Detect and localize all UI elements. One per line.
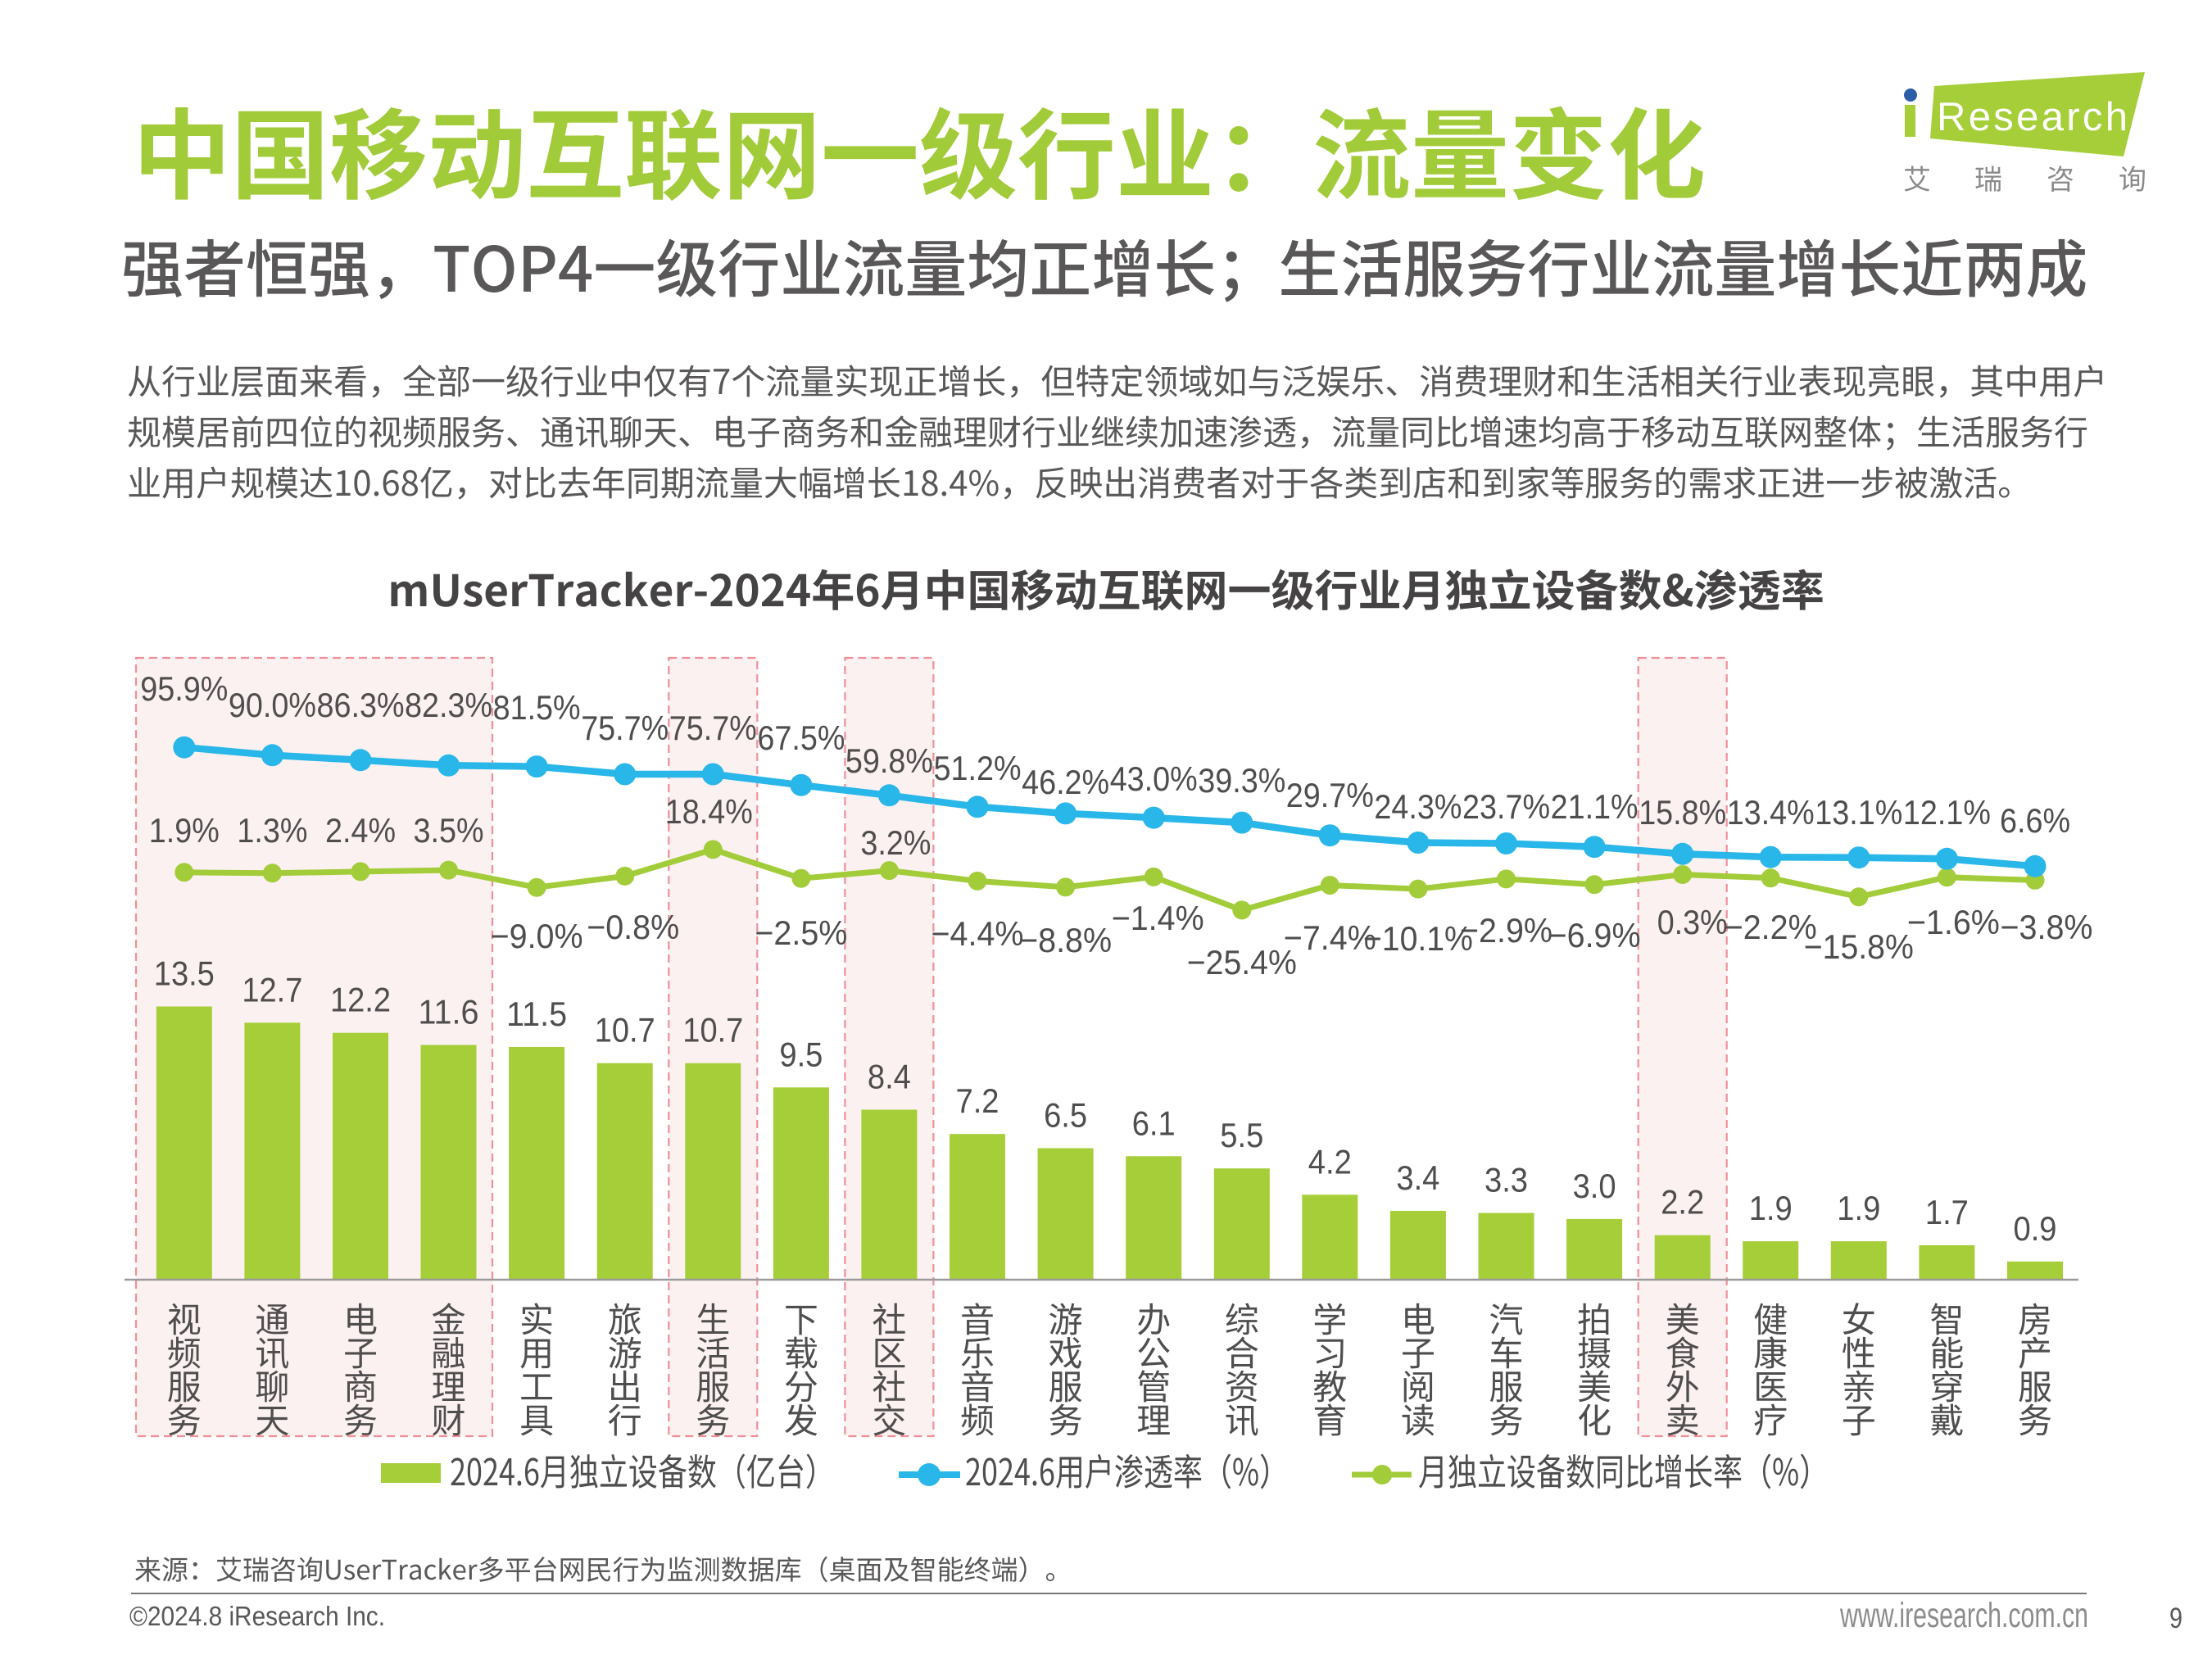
svg-text:3.3: 3.3 [1484,1161,1528,1199]
svg-text:7.2: 7.2 [956,1081,999,1120]
svg-text:1.9%: 1.9% [149,811,220,850]
svg-text:−0.8%: −0.8% [587,908,679,946]
svg-text:−6.9%: −6.9% [1548,916,1641,954]
svg-text:24.3%: 24.3% [1374,787,1462,826]
svg-text:4.2: 4.2 [1308,1142,1352,1181]
svg-text:82.3%: 82.3% [405,686,492,724]
svg-text:59.8%: 59.8% [845,741,933,780]
svg-text:11.5: 11.5 [506,995,567,1033]
svg-text:0.3%: 0.3% [1657,903,1728,941]
svg-text:43.0%: 43.0% [1110,759,1198,798]
svg-text:15.8%: 15.8% [1639,793,1726,832]
svg-text:3.5%: 3.5% [414,811,484,850]
svg-text:29.7%: 29.7% [1286,776,1374,814]
svg-text:6.5: 6.5 [1044,1096,1087,1135]
svg-text:51.2%: 51.2% [934,749,1022,787]
svg-text:−8.8%: −8.8% [1019,921,1112,959]
svg-text:10.7: 10.7 [595,1011,655,1049]
svg-text:−1.6%: −1.6% [1907,903,2000,941]
svg-text:2.2: 2.2 [1661,1183,1704,1222]
svg-text:10.7: 10.7 [682,1011,743,1049]
svg-text:75.7%: 75.7% [669,709,757,747]
svg-text:−3.8%: −3.8% [2001,908,2093,946]
svg-text:6.6%: 6.6% [2000,801,2070,840]
svg-text:21.1%: 21.1% [1551,787,1639,826]
svg-text:9.5: 9.5 [779,1035,823,1073]
svg-text:23.7%: 23.7% [1462,787,1550,826]
svg-text:6.1: 6.1 [1132,1104,1176,1142]
svg-text:1.9: 1.9 [1837,1189,1880,1227]
svg-text:−1.4%: −1.4% [1112,899,1204,937]
svg-text:−15.8%: −15.8% [1804,927,1914,966]
svg-text:www.iresearch.com.cn: www.iresearch.com.cn [1839,1596,2088,1635]
svg-text:−7.4%: −7.4% [1284,918,1376,957]
svg-text:0.9: 0.9 [2014,1209,2057,1248]
svg-text:3.2%: 3.2% [860,823,931,862]
svg-text:Research: Research [1937,95,2128,139]
svg-text:−2.2%: −2.2% [1725,908,1817,946]
svg-text:13.1%: 13.1% [1815,793,1902,832]
svg-text:5.5: 5.5 [1220,1116,1263,1154]
svg-text:12.7: 12.7 [242,970,302,1009]
svg-text:13.5: 13.5 [154,954,215,993]
svg-text:81.5%: 81.5% [493,688,581,727]
svg-text:−4.4%: −4.4% [931,914,1024,953]
svg-text:12.1%: 12.1% [1903,793,1991,832]
svg-text:©2024.8 iResearch Inc.: ©2024.8 iResearch Inc. [129,1601,385,1631]
svg-text:3.0: 3.0 [1573,1167,1616,1205]
svg-text:46.2%: 46.2% [1022,763,1109,801]
svg-text:9: 9 [2169,1602,2183,1634]
svg-text:2.4%: 2.4% [325,811,396,850]
svg-text:−2.5%: −2.5% [755,913,847,952]
svg-text:75.7%: 75.7% [581,709,669,747]
svg-text:86.3%: 86.3% [317,686,405,724]
svg-text:12.2: 12.2 [330,981,391,1019]
svg-text:−9.0%: −9.0% [491,917,583,955]
svg-text:1.3%: 1.3% [237,811,307,850]
svg-text:39.3%: 39.3% [1198,761,1285,800]
svg-text:18.4%: 18.4% [665,792,753,831]
svg-text:95.9%: 95.9% [140,669,228,708]
svg-text:1.7: 1.7 [1925,1193,1969,1231]
svg-text:13.4%: 13.4% [1727,793,1815,832]
svg-text:11.6: 11.6 [419,993,479,1031]
svg-text:3.4: 3.4 [1396,1158,1439,1197]
svg-text:8.4: 8.4 [868,1058,911,1096]
svg-text:−25.4%: −25.4% [1187,943,1297,981]
svg-text:90.0%: 90.0% [229,686,316,724]
svg-text:−10.1%: −10.1% [1363,919,1473,958]
svg-text:67.5%: 67.5% [757,718,845,757]
svg-text:−2.9%: −2.9% [1460,911,1552,950]
svg-text:1.9: 1.9 [1749,1189,1793,1227]
